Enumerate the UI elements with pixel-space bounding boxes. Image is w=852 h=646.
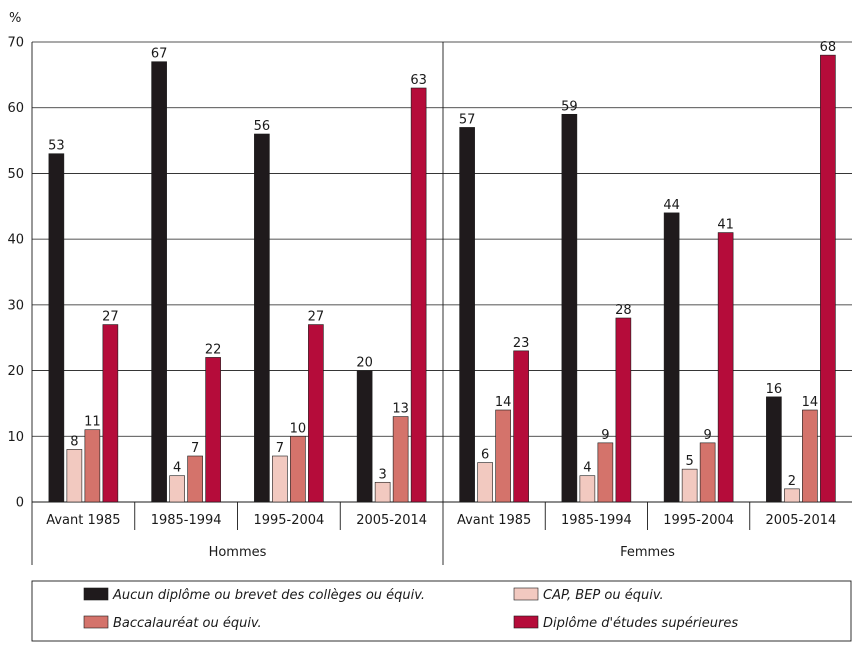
x-tick-label: Avant 1985 (46, 513, 120, 528)
bar (356, 370, 373, 503)
data-label: 5 (685, 454, 693, 469)
data-label: 4 (173, 461, 181, 476)
x-tick-label: 2005-2014 (765, 513, 836, 528)
data-label: 63 (410, 73, 427, 88)
bar (392, 416, 409, 503)
y-tick-label: 0 (16, 496, 24, 511)
data-label: 7 (191, 441, 199, 456)
bar (272, 455, 288, 503)
data-label: 67 (151, 47, 168, 62)
bar (699, 442, 716, 503)
data-label: 23 (513, 336, 530, 351)
x-tick-label: 2005-2014 (356, 513, 427, 528)
data-label: 53 (48, 139, 65, 154)
bar (597, 442, 614, 503)
y-tick-label: 30 (7, 298, 24, 313)
data-label: 20 (356, 356, 373, 371)
data-label: 13 (392, 402, 409, 417)
data-label: 6 (481, 448, 489, 463)
data-label: 41 (717, 218, 734, 233)
bar (561, 113, 578, 503)
bar (784, 488, 800, 503)
bar (579, 475, 596, 503)
data-label: 27 (308, 310, 325, 325)
data-label: 59 (561, 99, 578, 114)
data-label: 16 (766, 382, 783, 397)
legend-swatch (513, 615, 539, 629)
bar (820, 54, 836, 503)
y-tick-label: 70 (7, 36, 24, 51)
data-label: 2 (788, 474, 796, 489)
y-tick-label: 60 (7, 101, 24, 116)
legend-label: Baccalauréat ou équiv. (113, 616, 262, 631)
x-tick-label: 1985-1994 (151, 513, 222, 528)
data-label: 44 (663, 198, 680, 213)
data-label: 9 (703, 428, 711, 443)
bar (66, 449, 83, 503)
bar (513, 350, 529, 503)
y-axis-label: % (9, 11, 21, 26)
bar (681, 468, 698, 503)
data-label: 28 (615, 303, 632, 318)
bar (477, 462, 493, 503)
legend-label: Aucun diplôme ou brevet des collèges ou … (112, 588, 425, 603)
bar (410, 87, 427, 503)
legend-label: Diplôme d'études supérieures (543, 616, 738, 631)
legend-swatch (83, 587, 109, 601)
group-label: Femmes (620, 545, 675, 560)
x-tick-label: 1985-1994 (561, 513, 632, 528)
data-label: 14 (495, 395, 512, 410)
data-label: 68 (820, 40, 837, 55)
bar (290, 435, 306, 503)
bar (459, 127, 475, 503)
legend-swatch (83, 615, 109, 629)
group-label: Hommes (209, 545, 267, 560)
bar (374, 481, 391, 503)
legend-label: CAP, BEP ou équiv. (543, 588, 664, 603)
y-tick-label: 50 (7, 167, 24, 182)
data-label: 4 (583, 461, 591, 476)
bar (84, 429, 101, 503)
data-label: 7 (276, 441, 284, 456)
legend-box (31, 580, 852, 642)
bar (48, 153, 65, 503)
y-tick-label: 40 (7, 233, 24, 248)
y-tick-label: 10 (7, 430, 24, 445)
data-label: 10 (290, 421, 307, 436)
bar (151, 61, 167, 503)
x-tick-label: Avant 1985 (457, 513, 531, 528)
bar (308, 324, 324, 503)
legend-swatch (513, 587, 539, 601)
bar (802, 409, 818, 503)
bar (495, 409, 511, 503)
x-tick-label: 1995-2004 (253, 513, 324, 528)
data-label: 11 (84, 415, 101, 430)
data-label: 56 (254, 119, 271, 134)
bar (205, 357, 221, 503)
x-tick-label: 1995-2004 (663, 513, 734, 528)
data-label: 57 (459, 112, 476, 127)
data-label: 14 (802, 395, 819, 410)
bar (663, 212, 680, 503)
bar (254, 133, 270, 503)
bar (102, 324, 119, 503)
bar (717, 232, 734, 503)
data-label: 22 (205, 342, 222, 357)
data-label: 8 (70, 434, 78, 449)
bar (766, 396, 782, 503)
y-tick-label: 20 (7, 364, 24, 379)
bar (187, 455, 203, 503)
data-label: 9 (601, 428, 609, 443)
data-label: 27 (102, 310, 119, 325)
bar (169, 475, 185, 503)
data-label: 3 (378, 467, 386, 482)
bar (615, 317, 632, 503)
